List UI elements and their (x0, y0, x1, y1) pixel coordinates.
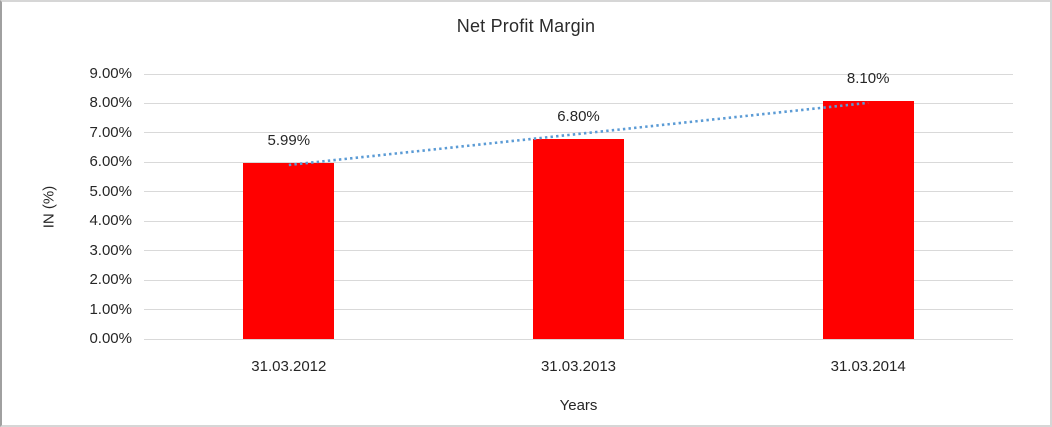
x-axis-tick-label: 31.03.2013 (540, 358, 617, 375)
bar-data-label: 5.99% (267, 131, 311, 149)
y-axis-tick-label: 8.00% (89, 94, 132, 112)
y-axis-tick-label: 0.00% (89, 330, 132, 347)
chart-title: Net Profit Margin (456, 16, 596, 36)
y-axis-tick-label: 1.00% (89, 300, 132, 318)
y-axis-tick-label: 7.00% (89, 123, 132, 141)
bar-data-label: 8.10% (846, 69, 890, 87)
bar (822, 100, 914, 339)
y-axis-tick-label: 9.00% (89, 65, 132, 82)
bar (533, 138, 624, 339)
gridline (144, 338, 1013, 340)
bar (243, 162, 335, 339)
y-axis-tick-label: 6.00% (89, 153, 132, 171)
gridline (144, 73, 1013, 75)
x-axis-tick-label: 31.03.2014 (830, 358, 906, 375)
x-axis-tick-label: 31.03.2012 (251, 358, 327, 375)
y-axis-tick-label: 4.00% (89, 212, 132, 230)
bar-data-label: 6.80% (557, 107, 600, 125)
y-axis-tick-label: 5.00% (89, 182, 132, 200)
y-axis-tick-label: 2.00% (89, 271, 132, 289)
x-axis-title: Years (559, 397, 598, 414)
y-axis-tick-label: 3.00% (89, 241, 132, 259)
